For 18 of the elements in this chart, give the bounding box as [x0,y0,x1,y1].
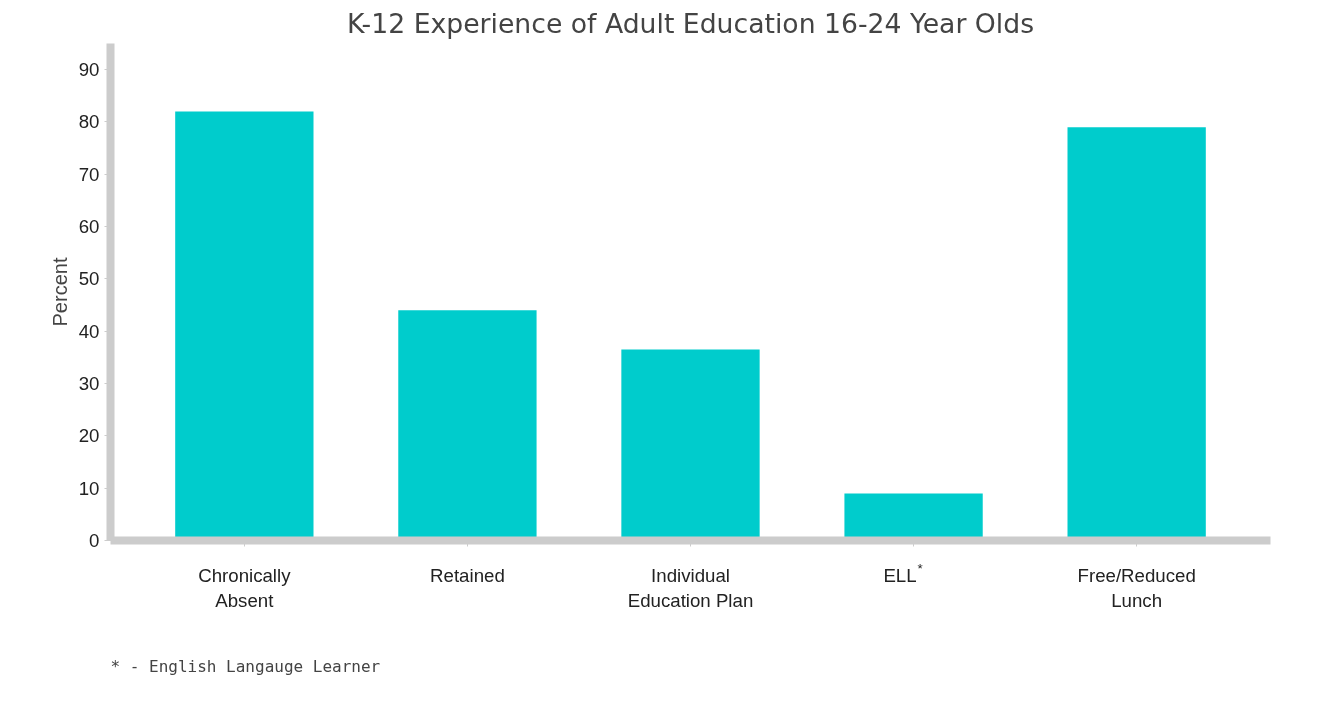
y-tick-label: 40 [78,320,100,342]
x-tick-label: Individual Education Plan [627,564,754,612]
y-tick-label: 80 [78,111,100,133]
y-tick-label: 60 [78,216,100,238]
x-tick-label: ELL* [883,560,923,586]
y-tick-label: 10 [78,477,100,499]
y-tick-label: 90 [78,59,100,81]
x-tick-label: Chronically Absent [198,564,292,612]
text: * - English Langauge Learner [110,656,381,676]
y-axis-title: Percent [48,257,71,327]
x-tick-label: Free/Reduced Lunch [1077,564,1196,612]
y-tick-label: 70 [78,163,100,185]
chart-title: K-12 Experience of Adult Education 16-24 Year Olds [346,7,1035,39]
y-tick-label: 30 [78,373,100,395]
x-tick-label: Retained [430,564,505,586]
y-tick-label: 0 [89,530,100,551]
y-tick-label: 50 [78,268,100,290]
y-tick-label: 20 [78,425,100,447]
